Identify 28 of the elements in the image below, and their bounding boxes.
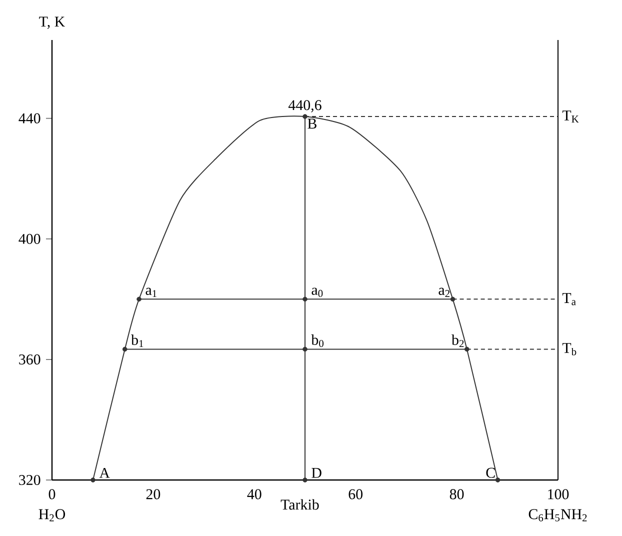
annotation: a$_{2}$ (438, 288, 450, 297)
annotation: b$_{0}$ (311, 334, 324, 348)
annotation: T$_{K}$ (562, 110, 579, 123)
annotation: D (312, 468, 322, 478)
y-axis-title: T, K (39, 16, 65, 29)
annotation: b$_{2}$ (452, 334, 464, 348)
annotation: T$_{a}$ (562, 293, 576, 306)
x-tick-label: 100 (548, 489, 569, 500)
text: H$_{2}$O (38, 509, 66, 522)
annotation: C (486, 468, 495, 478)
x-tick-label: 0 (48, 489, 56, 500)
annotation: b$_{1}$ (131, 334, 144, 348)
annotation: B (308, 118, 316, 129)
annotation: a$_{1}$ (146, 288, 156, 297)
x-tick-label: 40 (247, 489, 262, 500)
x-tick-label: 80 (450, 489, 464, 500)
y-tick-label: 440 (18, 113, 40, 124)
annotation: A (99, 468, 110, 478)
y-tick-label: 400 (18, 234, 40, 244)
annotation: T$_{b}$ (562, 343, 576, 356)
text: C$_{6}$H$_{5}$NH$_{2}$ (528, 509, 587, 522)
y-tick-label: 360 (19, 354, 40, 364)
annotation: a$_{0}$ (312, 288, 323, 297)
y-tick-label: 320 (19, 474, 40, 486)
x-tick-label: 60 (348, 489, 363, 500)
annotation: 440,6 (288, 100, 322, 112)
x-axis-title: Tarkib (280, 499, 319, 510)
x-tick-label: 20 (146, 489, 160, 500)
